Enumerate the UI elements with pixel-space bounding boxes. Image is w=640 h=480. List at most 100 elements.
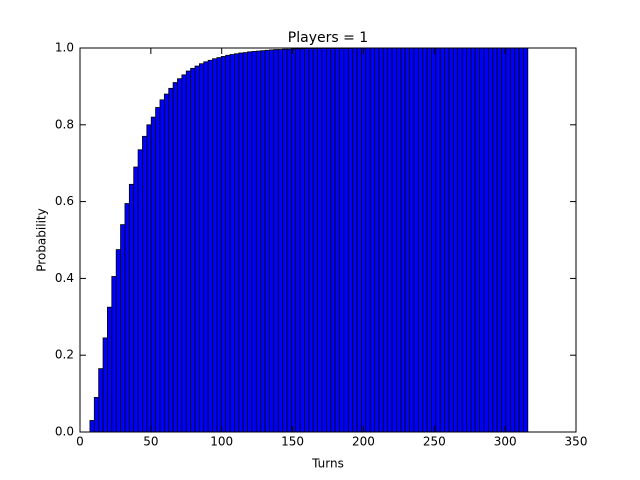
x-tick-label: 150: [281, 435, 304, 449]
bar: [142, 135, 148, 433]
bar: [155, 107, 161, 433]
bar: [190, 67, 196, 433]
bar: [404, 47, 410, 433]
x-tick-label: 100: [210, 435, 233, 449]
bar: [444, 47, 450, 433]
bar: [290, 48, 297, 433]
bar: [229, 54, 235, 433]
bar: [177, 78, 183, 433]
bar: [400, 47, 406, 433]
bar: [212, 58, 218, 433]
bar: [168, 87, 174, 433]
bar: [207, 59, 213, 433]
bar: [242, 52, 248, 433]
bar: [452, 47, 459, 433]
bar: [286, 48, 292, 433]
y-tick-label: 0.4: [55, 271, 74, 285]
bar: [347, 47, 354, 433]
bar: [181, 74, 187, 433]
bar: [382, 47, 389, 433]
bar: [365, 47, 371, 433]
bar: [413, 47, 419, 433]
bar: [417, 47, 424, 433]
bar: [509, 47, 516, 433]
bar: [282, 48, 288, 433]
bar: [505, 47, 511, 433]
bar: [269, 49, 275, 433]
bar: [225, 54, 231, 433]
bar: [474, 47, 481, 433]
bar: [277, 49, 283, 433]
x-tick-label: 50: [143, 435, 158, 449]
bar: [133, 166, 139, 433]
bar: [216, 57, 222, 433]
bar: [107, 306, 113, 433]
bar: [111, 276, 117, 433]
y-tick-label: 1.0: [55, 41, 74, 55]
bar: [352, 47, 358, 433]
bar: [317, 47, 323, 433]
bar: [356, 47, 362, 433]
bar: [198, 63, 205, 433]
bar: [255, 50, 262, 433]
bar: [426, 47, 432, 433]
bar: [98, 368, 104, 433]
bar: [150, 116, 157, 433]
bar: [273, 49, 279, 433]
bar: [260, 50, 266, 433]
bar: [330, 47, 336, 433]
bar: [312, 47, 319, 433]
bar: [159, 99, 165, 433]
bar: [124, 203, 130, 433]
y-tick-label: 0.6: [55, 194, 74, 208]
bar: [102, 337, 108, 433]
x-tick-label: 200: [352, 435, 375, 449]
bar: [264, 49, 270, 433]
bar: [409, 47, 415, 433]
bar: [339, 47, 345, 433]
bar: [488, 47, 494, 433]
bar: [448, 47, 454, 433]
bar: [523, 47, 529, 433]
bar: [439, 47, 446, 433]
bar: [378, 47, 384, 433]
bar: [247, 51, 253, 433]
bar: [518, 47, 524, 433]
plot-frame: [79, 47, 577, 433]
bar: [128, 183, 135, 433]
bar: [457, 47, 463, 433]
bar: [514, 47, 520, 433]
bar: [343, 47, 349, 433]
bar: [163, 93, 170, 433]
chart-title: Players = 1: [288, 30, 368, 46]
y-tick-label: 0.0: [55, 425, 74, 439]
bar: [369, 47, 375, 433]
bar: [89, 420, 95, 433]
bar: [137, 149, 143, 433]
bar: [304, 47, 310, 433]
bar: [172, 82, 178, 433]
x-tick-label: 350: [565, 435, 588, 449]
bar: [387, 47, 393, 433]
bar: [321, 47, 327, 433]
bar: [220, 56, 227, 433]
bar: [501, 47, 507, 433]
bar: [470, 47, 476, 433]
y-tick-label: 0.8: [55, 117, 74, 131]
bar: [492, 47, 498, 433]
bar: [496, 47, 502, 433]
x-tick-label: 0: [76, 435, 84, 449]
bar: [396, 47, 402, 433]
x-tick-label: 300: [494, 435, 517, 449]
y-axis-label: Probability: [35, 208, 49, 271]
bar: [334, 47, 340, 433]
bar: [146, 124, 152, 433]
bar: [483, 47, 489, 433]
bar: [185, 70, 192, 433]
bar: [435, 47, 441, 433]
bar: [234, 53, 240, 433]
bar: [120, 224, 126, 433]
bar: [374, 47, 380, 433]
bar: [194, 65, 200, 433]
bar: [466, 47, 472, 433]
